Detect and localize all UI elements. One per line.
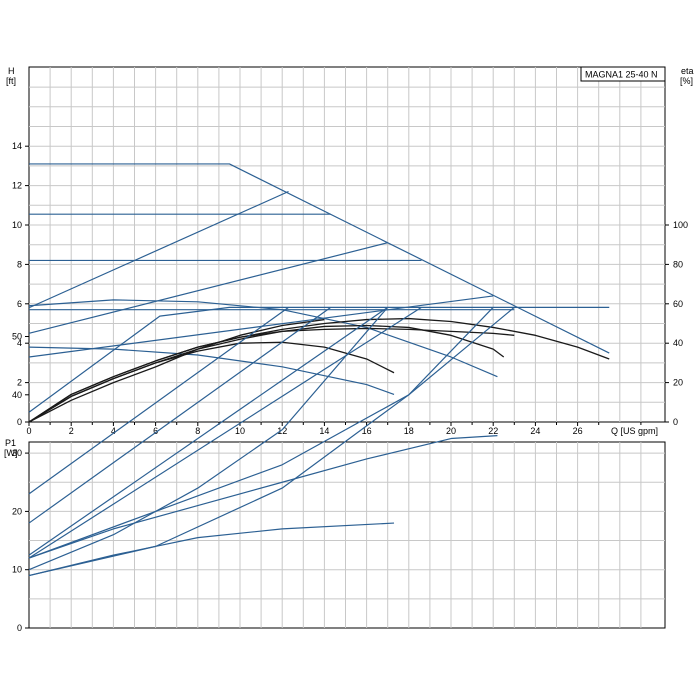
power-y-tick-label: 30 <box>12 448 22 458</box>
chart-title: MAGNA1 25-40 N <box>585 70 658 80</box>
power-y-tick-label: 20 <box>12 506 22 516</box>
x-tick-label: 14 <box>319 426 329 436</box>
power-curve <box>28 306 494 577</box>
head-plot-x-ticks: 0 2 4 6 8 10 12 14 16 18 20 22 24 26 <box>26 422 642 436</box>
efficiency-curve <box>28 324 505 423</box>
y-tick-label: 2 <box>17 378 22 388</box>
y-tick-label: 4 <box>17 338 22 348</box>
y-tick-label: 14 <box>12 141 22 151</box>
power-curve <box>28 522 395 577</box>
title-box <box>580 66 666 82</box>
y2-axis-label-percent: [%] <box>680 76 693 86</box>
power-curve <box>28 306 610 413</box>
x-tick-label: 12 <box>277 426 287 436</box>
y-axis-label-ft: [ft] <box>6 76 16 86</box>
x-tick-label: 18 <box>404 426 414 436</box>
y2-tick-label: 100 <box>673 220 688 230</box>
x-tick-label: 10 <box>235 426 245 436</box>
x-tick-label: 8 <box>195 426 200 436</box>
power-y-tick-label: 0 <box>17 623 22 633</box>
y-axis-label-h: H <box>8 66 15 76</box>
head-curve <box>28 346 395 395</box>
head-curve <box>28 190 289 309</box>
y-tick-label: 6 <box>17 299 22 309</box>
power-y-tick-label: 50 <box>12 332 22 342</box>
head-plot-y-ticks: 0 2 4 6 8 10 12 14 <box>12 141 29 427</box>
power-plot-grid <box>29 442 665 628</box>
head-curve <box>28 242 388 334</box>
efficiency-curve <box>28 317 610 423</box>
efficiency-curve <box>28 341 395 423</box>
power-y-tick-label: 10 <box>12 565 22 575</box>
power-curve <box>28 306 389 571</box>
head-curve <box>28 299 498 378</box>
power-curve <box>28 306 332 524</box>
y2-tick-label: 40 <box>673 338 683 348</box>
head-plot-grid <box>29 67 665 422</box>
y-tick-label: 10 <box>12 220 22 230</box>
x-tick-label: 2 <box>69 426 74 436</box>
x-tick-label: 16 <box>362 426 372 436</box>
x-tick-label: 24 <box>530 426 540 436</box>
y2-axis-label-eta: eta <box>681 66 694 76</box>
head-plot-series <box>28 163 610 423</box>
x-tick-label: 22 <box>488 426 498 436</box>
x-tick-label: 0 <box>26 426 31 436</box>
x-tick-label: 26 <box>573 426 583 436</box>
power-curve <box>28 435 498 559</box>
head-plot-y2-ticks: 0 20 40 60 80 100 <box>665 220 688 427</box>
power-curve <box>28 306 422 559</box>
x-tick-label: 4 <box>111 426 116 436</box>
power-axis-label-p1: P1 <box>5 438 16 448</box>
power-curve <box>28 306 389 556</box>
y2-tick-label: 0 <box>673 417 678 427</box>
head-curve <box>29 163 610 354</box>
y2-tick-label: 20 <box>673 378 683 388</box>
x-tick-label: 6 <box>153 426 158 436</box>
efficiency-curve <box>28 318 325 423</box>
power-curve <box>28 306 289 495</box>
y-tick-label: 0 <box>17 417 22 427</box>
y-tick-label: 12 <box>12 181 22 191</box>
y2-tick-label: 60 <box>673 299 683 309</box>
power-plot-frame <box>28 441 666 629</box>
x-tick-label: 20 <box>446 426 456 436</box>
power-axis-label-w: [W] <box>4 448 18 458</box>
power-curve <box>28 306 515 559</box>
y2-tick-label: 80 <box>673 259 683 269</box>
x-axis-label: Q [US gpm] <box>611 426 658 436</box>
power-y-tick-label: 40 <box>12 390 22 400</box>
power-plot-series <box>28 306 610 577</box>
y-tick-label: 8 <box>17 259 22 269</box>
